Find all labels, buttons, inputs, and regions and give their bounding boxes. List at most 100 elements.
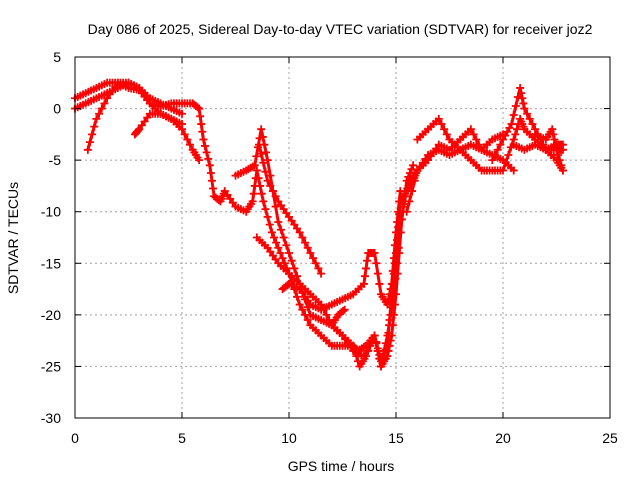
data-point-arc-6 <box>266 171 275 180</box>
data-point-arc-8 <box>359 279 368 288</box>
x-tick-label: 10 <box>281 430 297 446</box>
data-point-arc-5 <box>295 300 304 309</box>
data-point-arc-2 <box>90 122 99 131</box>
data-point-arc-8 <box>373 269 382 278</box>
data-point-arc-8 <box>395 197 404 206</box>
data-point-arc-15 <box>549 130 558 139</box>
x-tick-label: 25 <box>602 430 618 446</box>
data-point-arc-10 <box>350 346 359 355</box>
data-point-arc-9 <box>309 254 318 263</box>
x-tick-label: 0 <box>71 430 79 446</box>
data-point-arc-14 <box>558 140 567 149</box>
data-point-arc-5 <box>394 223 403 232</box>
data-point-arc-11 <box>472 135 481 144</box>
data-point-arc-10 <box>377 362 386 371</box>
data-point-arc-8 <box>375 279 384 288</box>
data-point-arc-10 <box>366 341 375 350</box>
data-point-arc-6 <box>282 241 291 250</box>
data-point-arc-8 <box>363 256 372 265</box>
data-point-arc-11 <box>405 197 414 206</box>
data-point-arc-10 <box>352 352 361 361</box>
data-point-arc-10 <box>349 341 358 350</box>
data-point-arc-9 <box>257 149 266 158</box>
data-point-arc-6 <box>257 125 266 134</box>
data-point-arc-7 <box>386 336 395 345</box>
data-point-arc-5 <box>393 236 402 245</box>
data-point-arc-10 <box>362 352 371 361</box>
data-point-arc-9 <box>295 228 304 237</box>
data-point-arc-3 <box>180 130 189 139</box>
data-point-arc-11 <box>408 187 417 196</box>
data-point-arc-6 <box>252 152 261 161</box>
data-point-arc-5 <box>199 135 208 144</box>
data-point-arc-13 <box>488 156 497 165</box>
data-point-arc-11 <box>402 207 411 216</box>
data-point-arc-13 <box>507 120 516 129</box>
data-point-arc-13 <box>528 120 537 129</box>
data-point-arc-5 <box>261 205 270 214</box>
data-point-arc-13 <box>523 109 532 118</box>
data-point-arc-7 <box>393 269 402 278</box>
data-point-arc-10 <box>399 202 408 211</box>
data-point-arc-5 <box>259 197 268 206</box>
data-point-arc-7 <box>383 352 392 361</box>
y-tick-label: 5 <box>53 49 61 65</box>
data-point-arc-8 <box>372 259 381 268</box>
data-point-arc-10 <box>409 161 418 170</box>
data-point-arc-3 <box>195 156 204 165</box>
x-tick-label: 15 <box>388 430 404 446</box>
x-tick-label: 20 <box>495 430 511 446</box>
data-point-arc-5 <box>206 169 215 178</box>
data-point-arc-9 <box>268 187 277 196</box>
data-point-arc-5 <box>198 127 207 136</box>
data-point-arc-8 <box>360 272 369 281</box>
data-point-arc-5 <box>201 141 210 150</box>
data-point-arc-10 <box>389 290 398 299</box>
data-point-arc-9 <box>271 192 280 201</box>
data-point-arc-10 <box>385 321 394 330</box>
chart-title: Day 086 of 2025, Sidereal Day-to-day VTE… <box>88 21 593 37</box>
data-point-arc-5 <box>499 166 507 175</box>
y-tick-label: -20 <box>41 307 61 323</box>
data-point-arc-8 <box>384 295 393 304</box>
data-point-arc-10 <box>394 243 403 252</box>
data-point-arc-8 <box>389 254 398 263</box>
data-point-arc-11 <box>466 125 475 134</box>
data-point-arc-11 <box>469 130 478 139</box>
data-point-arc-15 <box>555 156 564 165</box>
data-point-arc-10 <box>397 215 406 224</box>
data-point-arc-10 <box>407 165 416 174</box>
data-point-arc-5 <box>293 292 302 301</box>
data-point-arc-9 <box>306 248 315 257</box>
data-point-arc-12 <box>437 120 446 129</box>
data-point-arc-5 <box>270 233 279 242</box>
data-point-arc-12 <box>440 125 449 134</box>
data-point-arc-9 <box>259 158 268 167</box>
data-point-arc-9 <box>317 269 326 278</box>
data-point-arc-13 <box>496 140 505 149</box>
data-point-arc-5 <box>272 238 281 247</box>
data-point-arc-5 <box>303 316 312 325</box>
data-point-arc-10 <box>404 172 413 181</box>
data-point-arc-7 <box>325 316 334 325</box>
data-point-arc-5 <box>204 154 213 163</box>
data-point-arc-10 <box>364 346 373 355</box>
marker-layer <box>71 78 567 371</box>
data-point-arc-10 <box>386 310 395 319</box>
data-point-arc-13 <box>525 114 534 123</box>
data-point-arc-8 <box>388 267 397 276</box>
data-point-arc-7 <box>322 310 331 319</box>
y-tick-label: -5 <box>49 152 62 168</box>
data-point-arc-13 <box>516 83 525 92</box>
data-point-arc-11 <box>509 166 518 175</box>
y-axis-label: SDTVAR / TECUs <box>5 182 21 294</box>
data-point-arc-5 <box>196 112 205 121</box>
data-point-arc-5 <box>276 248 285 257</box>
data-point-arc-6 <box>279 233 288 242</box>
data-point-arc-8 <box>370 248 379 257</box>
data-point-arc-9 <box>311 259 320 268</box>
series-layer <box>73 81 565 368</box>
data-point-arc-2 <box>97 104 106 113</box>
data-point-arc-3 <box>183 135 192 144</box>
